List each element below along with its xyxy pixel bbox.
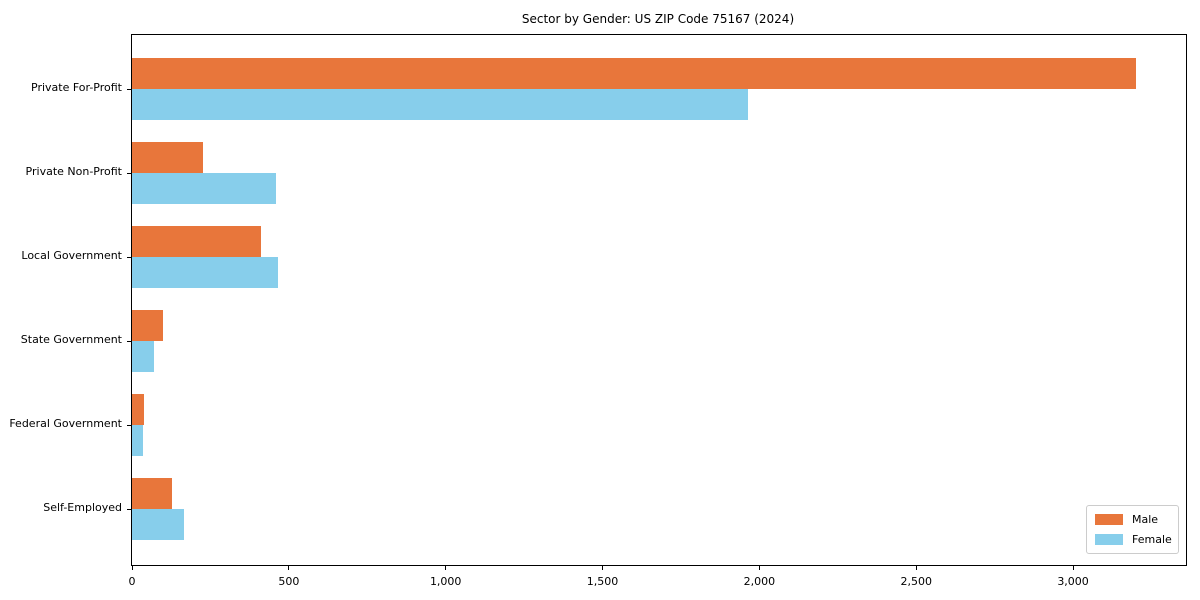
bar-male-state-government <box>132 310 164 341</box>
bar-female-private-non-profit <box>132 173 277 204</box>
x-axis-tick <box>288 565 290 570</box>
bar-male-private-non-profit <box>132 142 203 173</box>
x-axis-tick <box>1072 565 1074 570</box>
bar-female-private-for-profit <box>132 89 749 120</box>
bar-female-self-employed <box>132 509 185 540</box>
category-label-state-government: State Government <box>20 333 122 346</box>
legend-label-male: Male <box>1132 513 1159 526</box>
y-axis-tick <box>127 257 132 258</box>
bar-female-federal-government <box>132 425 143 456</box>
category-label-private-for-profit: Private For-Profit <box>31 81 122 94</box>
bar-male-self-employed <box>132 478 173 509</box>
x-axis-tick <box>915 565 917 570</box>
x-axis-tick-label: 2,500 <box>900 575 932 588</box>
y-axis-tick <box>127 341 132 342</box>
x-axis-tick <box>602 565 604 570</box>
legend: Male Female <box>1086 505 1179 554</box>
legend-swatch-male <box>1095 514 1123 525</box>
x-axis-tick <box>445 565 447 570</box>
bar-female-state-government <box>132 341 154 372</box>
category-label-self-employed: Self-Employed <box>43 501 122 514</box>
bar-male-private-for-profit <box>132 58 1136 89</box>
y-axis-tick <box>127 425 132 426</box>
chart-title: Sector by Gender: US ZIP Code 75167 (202… <box>521 12 795 26</box>
x-axis-tick-label: 1,500 <box>586 575 619 588</box>
category-label-federal-government: Federal Government <box>9 417 122 430</box>
legend-entry-female: Female <box>1095 533 1172 546</box>
legend-swatch-female <box>1095 534 1123 545</box>
x-axis-tick-label: 3,000 <box>1057 575 1089 588</box>
category-label-private-non-profit: Private Non-Profit <box>25 165 122 178</box>
plot-area: 0 500 1,000 1,500 2,000 2,500 3,000 <box>127 34 1187 588</box>
legend-entry-male: Male <box>1095 513 1170 526</box>
bar-male-federal-government <box>132 394 144 425</box>
x-axis-tick <box>758 565 760 570</box>
bar-male-local-government <box>132 226 261 257</box>
legend-label-female: Female <box>1132 533 1172 546</box>
x-axis-tick-label: 500 <box>278 575 300 588</box>
y-axis-tick <box>127 89 132 90</box>
bar-female-local-government <box>132 257 278 288</box>
x-axis-tick-label: 1,000 <box>429 575 462 588</box>
category-label-local-government: Local Government <box>21 249 122 262</box>
x-axis-tick-label: 0 <box>128 575 136 588</box>
y-axis-tick <box>127 173 132 174</box>
y-axis-tick <box>127 509 132 510</box>
x-axis-tick <box>131 565 133 570</box>
x-axis-tick-label: 2,000 <box>743 575 776 588</box>
